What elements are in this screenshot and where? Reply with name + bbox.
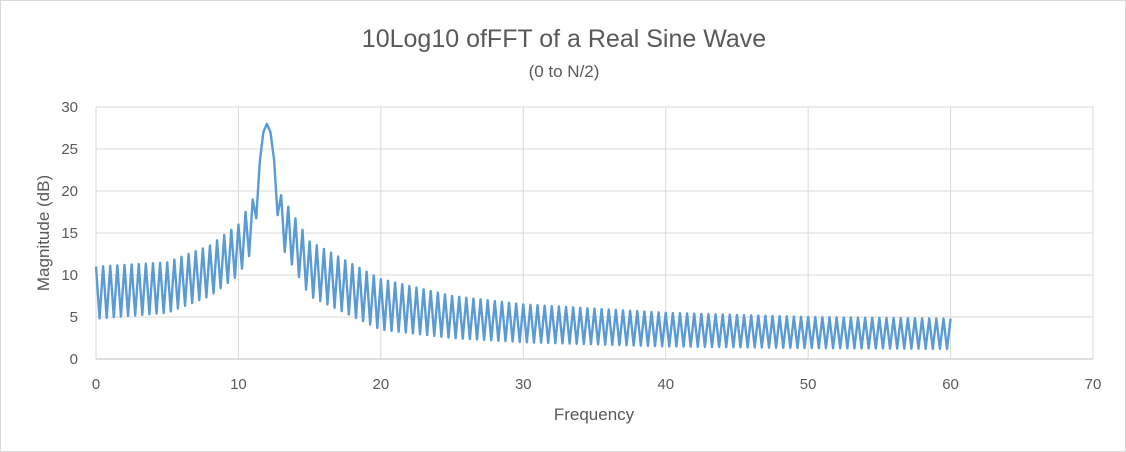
x-tick-label: 30: [515, 376, 532, 393]
x-tick-label: 40: [657, 376, 674, 393]
series-layer: [94, 122, 952, 351]
y-tick-label: 5: [70, 309, 78, 326]
y-tick-label: 10: [61, 267, 78, 284]
y-tick-label: 30: [61, 99, 78, 116]
chart-title: 10Log10 ofFFT of a Real Sine Wave: [362, 25, 766, 53]
chart-subtitle: (0 to N/2): [529, 62, 600, 81]
y-tick-label: 0: [70, 351, 78, 368]
x-axis-label: Frequency: [554, 405, 635, 424]
y-tick-label: 15: [61, 225, 78, 242]
y-tick-label: 20: [61, 183, 78, 200]
tick-labels: 0 5 10 15 20 25 30 0 10 20 30 40 50 60 70: [61, 99, 1101, 393]
x-tick-label: 50: [800, 376, 817, 393]
y-tick-label: 25: [61, 141, 78, 158]
x-tick-label: 60: [942, 376, 959, 393]
y-axis-label: Magnitude (dB): [34, 175, 53, 291]
x-tick-label: 10: [230, 376, 247, 393]
series-line: [94, 122, 952, 351]
x-tick-label: 20: [373, 376, 390, 393]
x-tick-label: 70: [1085, 376, 1102, 393]
x-tick-label: 0: [92, 376, 100, 393]
